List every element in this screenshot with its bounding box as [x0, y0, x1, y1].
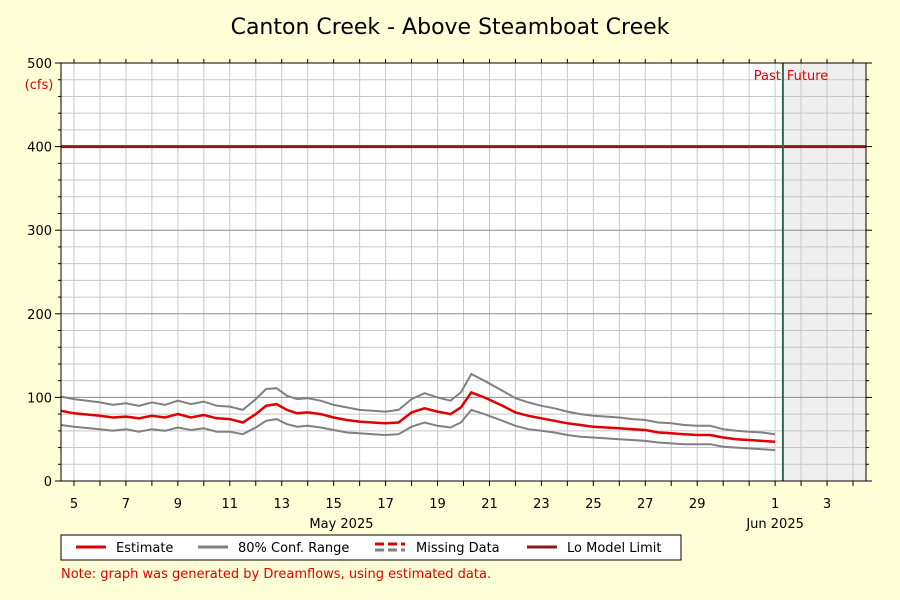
x-tick-label: 3 — [823, 497, 831, 512]
x-tick-label: 29 — [689, 497, 706, 512]
legend-label-estimate: Estimate — [116, 541, 173, 556]
chart-title: Canton Creek - Above Steamboat Creek — [231, 15, 670, 40]
legend-box — [60, 534, 682, 561]
month-label: Jun 2025 — [745, 517, 804, 532]
x-tick-label: 19 — [429, 497, 446, 512]
x-tick-label: 11 — [222, 497, 239, 512]
past-label: Past — [754, 69, 781, 84]
series-layer — [60, 372, 776, 452]
y-tick-label: 500 — [27, 57, 52, 72]
x-tick-label: 25 — [585, 497, 602, 512]
estimate-line — [60, 390, 776, 443]
footnote: Note: graph was generated by Dreamflows,… — [61, 567, 491, 582]
legend-label-missing-data: Missing Data — [416, 541, 500, 556]
conf-range-lower-line — [60, 408, 776, 452]
conf-range-upper-line — [60, 372, 776, 436]
y-tick-label: 400 — [27, 141, 52, 156]
legend-label-lo-model-limit: Lo Model Limit — [567, 541, 662, 556]
axis-ticks — [55, 59, 872, 486]
y-tick-label: 300 — [27, 224, 52, 239]
y-tick-label: 0 — [44, 475, 52, 490]
future-region — [782, 63, 866, 481]
y-tick-label: 100 — [27, 391, 52, 406]
x-tick-label: 9 — [174, 497, 182, 512]
x-tick-label: 27 — [637, 497, 654, 512]
x-tick-label: 13 — [273, 497, 290, 512]
x-tick-label: 17 — [377, 497, 394, 512]
x-tick-label: 23 — [533, 497, 550, 512]
x-tick-label: 1 — [771, 497, 779, 512]
y-axis-labels: 0 100 200 300 400 500 — [27, 57, 52, 490]
future-label: Future — [787, 69, 828, 84]
y-tick-label: 200 — [27, 308, 52, 323]
legend-label-conf-range: 80% Conf. Range — [238, 541, 349, 556]
month-label: May 2025 — [309, 517, 373, 532]
y-axis-unit-label: (cfs) — [25, 78, 54, 93]
x-tick-label: 7 — [122, 497, 130, 512]
legend: Estimate 80% Conf. Range Missing Data Lo… — [60, 534, 682, 561]
x-tick-label: 5 — [70, 497, 78, 512]
x-tick-label: 21 — [481, 497, 498, 512]
x-tick-label: 15 — [325, 497, 342, 512]
